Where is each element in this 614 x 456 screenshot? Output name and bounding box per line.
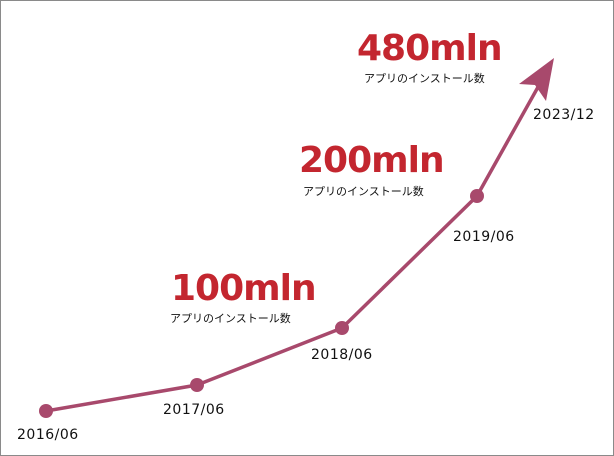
caption-480mln: アプリのインストール数 <box>364 72 485 85</box>
data-point-2017-06 <box>190 378 204 392</box>
date-label-2018-06: 2018/06 <box>311 347 373 363</box>
caption-200mln: アプリのインストール数 <box>303 185 424 198</box>
date-label-2019-06: 2019/06 <box>453 229 515 245</box>
value-label-200mln: 200mln <box>299 140 445 181</box>
date-label-2023-12: 2023/12 <box>533 107 595 123</box>
value-label-100mln: 100mln <box>171 268 317 309</box>
caption-100mln: アプリのインストール数 <box>170 312 291 325</box>
arrow-head-icon <box>519 58 554 101</box>
data-point-2018-06 <box>335 321 349 335</box>
data-point-2016-06 <box>39 404 53 418</box>
data-point-2019-06 <box>470 189 484 203</box>
date-label-2016-06: 2016/06 <box>17 427 79 443</box>
value-label-480mln: 480mln <box>357 28 503 69</box>
date-label-2017-06: 2017/06 <box>163 402 225 418</box>
